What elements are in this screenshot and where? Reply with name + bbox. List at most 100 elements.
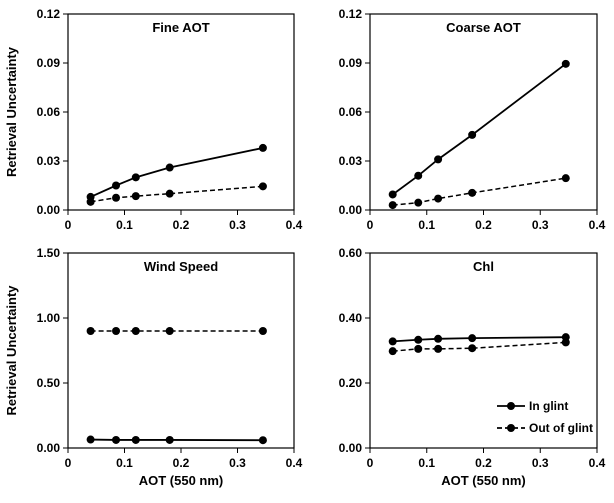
data-point-in-glint <box>414 335 423 344</box>
data-point-out-of-glint <box>388 347 397 356</box>
x-tick-label: 0.4 <box>286 218 303 232</box>
x-tick-label: 0.3 <box>229 456 246 470</box>
data-point-out-of-glint <box>165 327 174 335</box>
data-point-out-of-glint <box>131 192 140 201</box>
x-tick-label: 0.1 <box>116 456 133 470</box>
y-tick-label: 0.12 <box>339 7 363 21</box>
x-tick-label: 0.1 <box>418 218 435 232</box>
data-point-in-glint <box>414 171 423 180</box>
data-point-in-glint <box>434 155 443 164</box>
y-tick-label: 0.00 <box>37 203 61 217</box>
data-point-out-of-glint <box>414 198 423 207</box>
y-tick-label: 0.40 <box>339 311 363 325</box>
y-tick-label: 0.60 <box>339 246 363 260</box>
y-tick-label: 0.09 <box>339 56 363 70</box>
y-tick-label: 0.20 <box>339 376 363 390</box>
data-point-out-of-glint <box>86 197 95 206</box>
x-tick-label: 0 <box>367 218 374 232</box>
x-tick-label: 0.3 <box>532 218 549 232</box>
series-line-out-of-glint <box>90 185 263 203</box>
chart-panel-4: 0.00 0.20 0.40 0.60 0 0.1 0.2 0.3 0.4 Chl AOT (550… <box>339 246 606 488</box>
plot-frame <box>67 252 295 449</box>
x-tick-label: 0 <box>367 456 374 470</box>
series-line-out-of-glint <box>392 341 566 352</box>
panel-title: Coarse AOT <box>446 20 521 35</box>
legend: In glint Out of glint <box>497 399 593 435</box>
x-tick-label: 0.3 <box>229 218 246 232</box>
y-tick-label: 0.03 <box>339 154 363 168</box>
data-point-in-glint <box>468 130 477 139</box>
y-tick-label: 0.50 <box>37 376 61 390</box>
data-point-out-of-glint <box>561 338 570 347</box>
x-tick-label: 0.1 <box>418 456 435 470</box>
data-point-in-glint <box>388 337 397 346</box>
y-tick-label: 0.03 <box>37 154 61 168</box>
x-tick-label: 0.4 <box>286 456 303 470</box>
chart-panel-3: 0.00 0.50 1.00 1.50 0 0.1 0.2 0.3 0.4 Wind Speed A… <box>4 246 303 488</box>
data-point-in-glint <box>86 435 95 444</box>
y-tick-label: 0.00 <box>339 441 363 455</box>
x-tick-label: 0 <box>65 218 72 232</box>
y-tick-label: 1.00 <box>37 311 61 325</box>
panel-title: Fine AOT <box>152 20 209 35</box>
x-tick-label: 0.1 <box>116 218 133 232</box>
legend-label: In glint <box>529 399 568 413</box>
data-point-in-glint <box>561 59 570 68</box>
legend-marker <box>507 402 515 410</box>
x-tick-label: 0.4 <box>589 218 606 232</box>
y-tick-label: 0.06 <box>339 105 363 119</box>
x-tick-label: 0.2 <box>475 218 492 232</box>
data-point-out-of-glint <box>434 194 443 203</box>
x-tick-label: 0.2 <box>173 456 190 470</box>
data-point-out-of-glint <box>468 344 477 353</box>
chart-panel-2: 0.00 0.03 0.06 0.09 0.12 0 0.1 0.2 0.3 0.4 Coarse … <box>339 7 606 232</box>
data-point-out-of-glint <box>388 201 397 210</box>
x-axis-label: AOT (550 nm) <box>139 473 224 488</box>
x-tick-label: 0.3 <box>532 456 549 470</box>
panel-title: Chl <box>473 259 494 274</box>
series-line-in-glint <box>90 147 264 198</box>
data-point-out-of-glint <box>434 344 443 353</box>
y-tick-label: 0.00 <box>339 203 363 217</box>
data-point-out-of-glint <box>165 189 174 198</box>
data-point-in-glint <box>388 190 397 199</box>
data-point-out-of-glint <box>86 327 95 335</box>
data-point-in-glint <box>258 436 267 445</box>
y-tick-label: 0.12 <box>37 7 61 21</box>
data-point-in-glint <box>131 173 140 182</box>
plot-frame <box>67 13 295 211</box>
data-point-out-of-glint <box>131 327 140 335</box>
x-axis-label: AOT (550 nm) <box>441 473 526 488</box>
legend-marker <box>507 424 515 432</box>
data-point-out-of-glint <box>258 182 267 191</box>
data-point-out-of-glint <box>112 193 121 202</box>
y-tick-label: 0.09 <box>37 56 61 70</box>
chart-panel-1: 0.00 0.03 0.06 0.09 0.12 0 0.1 0.2 0.3 0.4 Fine AO… <box>4 7 303 232</box>
data-point-out-of-glint <box>414 344 423 353</box>
y-axis-label: Retrieval Uncertainty <box>4 46 19 177</box>
data-point-out-of-glint <box>258 327 267 335</box>
y-tick-label: 0.00 <box>37 441 61 455</box>
data-point-out-of-glint <box>561 174 570 183</box>
data-point-out-of-glint <box>468 188 477 197</box>
panel-title: Wind Speed <box>144 259 218 274</box>
x-tick-label: 0.4 <box>589 456 606 470</box>
data-point-in-glint <box>165 435 174 444</box>
data-point-in-glint <box>258 143 267 152</box>
series-line-out-of-glint <box>392 177 566 206</box>
data-point-in-glint <box>468 334 477 343</box>
y-tick-label: 0.06 <box>37 105 61 119</box>
data-point-in-glint <box>434 334 443 343</box>
legend-label: Out of glint <box>529 421 593 435</box>
data-point-in-glint <box>112 435 121 444</box>
x-tick-label: 0 <box>65 456 72 470</box>
y-tick-label: 1.50 <box>37 246 61 260</box>
data-point-in-glint <box>165 163 174 172</box>
x-tick-label: 0.2 <box>173 218 190 232</box>
data-point-in-glint <box>112 181 121 190</box>
y-axis-label: Retrieval Uncertainty <box>4 285 19 416</box>
data-point-in-glint <box>131 435 140 444</box>
x-tick-label: 0.2 <box>475 456 492 470</box>
data-point-out-of-glint <box>112 327 121 335</box>
